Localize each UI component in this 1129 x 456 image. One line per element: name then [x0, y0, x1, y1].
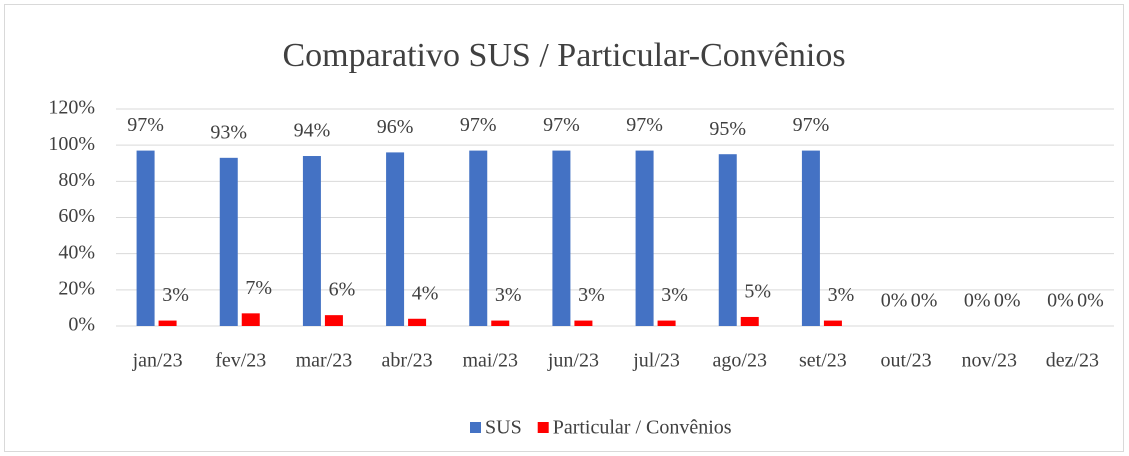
y-tick-label: 40%	[58, 241, 95, 263]
data-label: 3%	[578, 284, 605, 306]
data-label: 97%	[543, 114, 580, 136]
bar	[324, 315, 343, 326]
x-tick-label: ago/23	[713, 350, 767, 372]
bar	[574, 320, 593, 326]
data-label: 0%	[1077, 290, 1104, 312]
x-tick-label: dez/23	[1046, 350, 1099, 372]
data-label: 7%	[245, 277, 272, 299]
data-label: 4%	[412, 282, 439, 304]
bar	[801, 150, 820, 326]
y-tick-label: 120%	[48, 97, 95, 119]
bar	[635, 150, 654, 326]
bar	[491, 320, 510, 326]
bar	[657, 320, 676, 326]
x-tick-label: jun/23	[547, 350, 599, 372]
data-label: 97%	[626, 114, 663, 136]
data-label: 0%	[964, 290, 991, 312]
bar	[241, 313, 260, 326]
data-label: 96%	[377, 116, 414, 138]
x-tick-label: jan/23	[132, 350, 183, 372]
x-tick-label: abr/23	[382, 350, 433, 372]
data-label: 94%	[294, 120, 331, 142]
bar	[136, 150, 155, 326]
data-label: 3%	[495, 284, 522, 306]
data-label: 93%	[210, 121, 247, 143]
y-tick-label: 20%	[58, 277, 95, 299]
data-label: 3%	[661, 284, 688, 306]
legend-swatch	[537, 422, 549, 433]
bar	[823, 320, 842, 326]
data-label: 5%	[744, 281, 771, 303]
x-tick-label: jul/23	[632, 350, 680, 372]
data-label: 97%	[127, 114, 164, 136]
x-tick-label: fev/23	[215, 350, 266, 372]
data-label: 0%	[994, 290, 1021, 312]
bar	[219, 157, 238, 326]
bar	[740, 316, 759, 326]
legend-label: Particular / Convênios	[553, 417, 732, 439]
data-label: 95%	[709, 118, 746, 140]
x-tick-label: mar/23	[296, 350, 353, 372]
y-tick-label: 60%	[58, 205, 95, 227]
data-label: 0%	[1047, 290, 1074, 312]
data-label: 0%	[881, 290, 908, 312]
y-tick-label: 100%	[48, 133, 95, 155]
data-label: 3%	[162, 284, 189, 306]
bar	[552, 150, 571, 326]
bar	[469, 150, 488, 326]
x-tick-label: set/23	[799, 350, 847, 372]
y-tick-label: 0%	[68, 314, 95, 336]
bar	[386, 152, 405, 326]
legend-label: SUS	[485, 417, 522, 439]
bar	[158, 320, 177, 326]
data-label: 97%	[793, 114, 830, 136]
data-label: 97%	[460, 114, 497, 136]
chart-title: Comparativo SUS / Particular-Convênios	[282, 37, 845, 74]
bar	[302, 156, 321, 326]
y-tick-label: 80%	[58, 169, 95, 191]
data-label: 3%	[828, 284, 855, 306]
x-tick-label: nov/23	[961, 350, 1017, 372]
x-tick-label: mai/23	[462, 350, 518, 372]
bar	[718, 154, 737, 326]
x-tick-label: out/23	[881, 350, 932, 372]
data-label: 0%	[911, 290, 938, 312]
bar	[408, 318, 427, 326]
data-label: 6%	[329, 279, 356, 301]
legend-swatch	[470, 422, 481, 433]
